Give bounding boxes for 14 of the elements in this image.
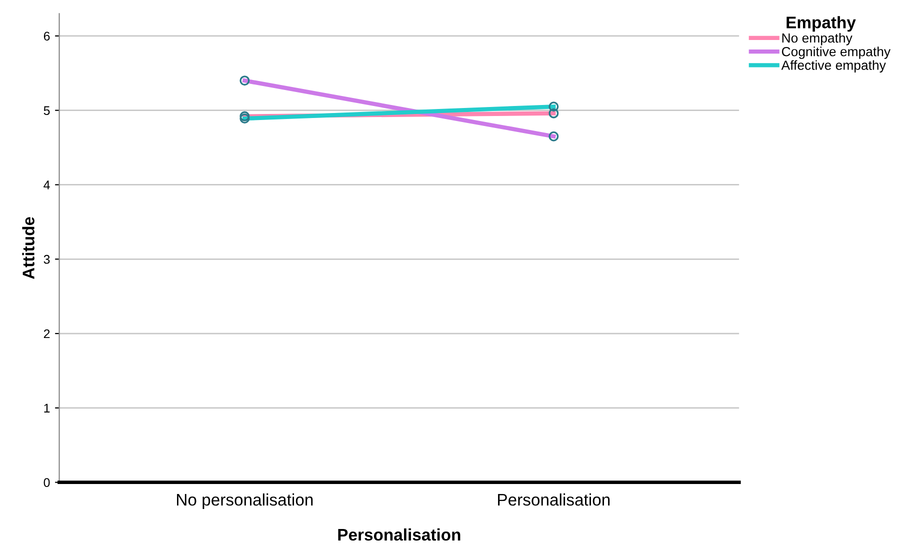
y-tick-label: 5 — [44, 106, 50, 115]
legend-label: Cognitive empathy — [782, 46, 891, 59]
y-tick-label: 1 — [44, 404, 50, 412]
y-tick-label: 2 — [44, 329, 50, 338]
legend-label: Affective empathy — [781, 60, 886, 73]
x-axis-title: Personalisation — [338, 528, 460, 541]
y-tick-label: 6 — [44, 32, 50, 41]
legend-title: Empathy — [786, 16, 856, 32]
legend-label: No empathy — [782, 32, 852, 46]
y-tick-label: 0 — [44, 478, 50, 487]
x-tick-label: No personalisation — [177, 493, 313, 509]
y-axis-title: Attitude — [22, 217, 34, 280]
y-tick-label: 4 — [44, 180, 50, 190]
y-tick-label: 3 — [44, 254, 50, 264]
